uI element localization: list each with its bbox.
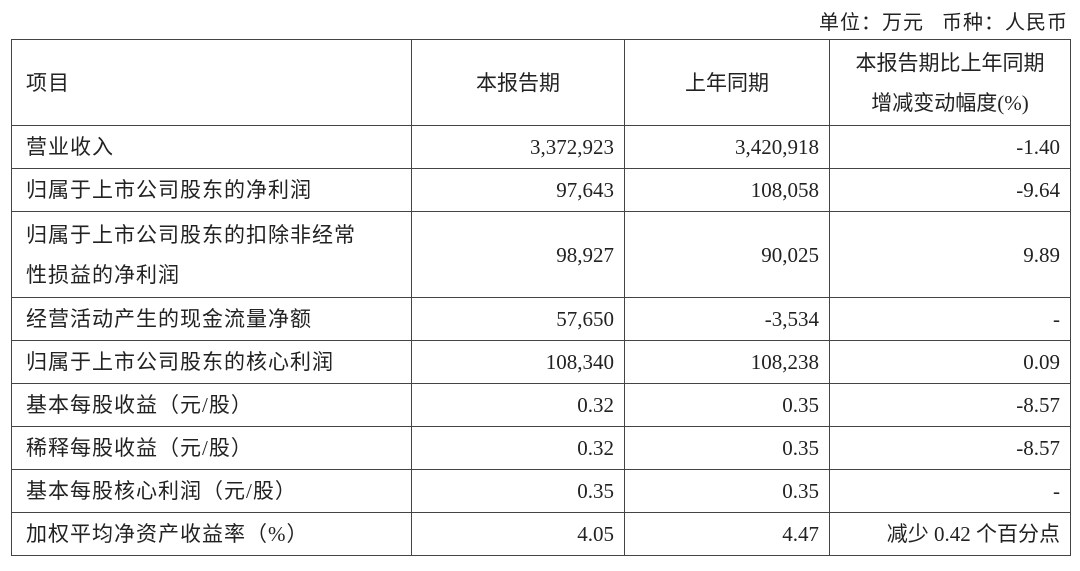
table-row: 加权平均净资产收益率（%） 4.05 4.47 减少 0.42 个百分点 <box>11 512 1071 556</box>
header-change-line2: 增减变动幅度(%) <box>871 90 1029 115</box>
table-header-row: 项目 本报告期 上年同期 本报告期比上年同期 增减变动幅度(%) <box>11 39 1071 126</box>
row-item-line1: 归属于上市公司股东的扣除非经常 <box>26 222 356 247</box>
row-change: -8.57 <box>829 383 1071 427</box>
row-change: - <box>829 469 1071 513</box>
row-prior: 4.47 <box>624 512 830 556</box>
row-change: -8.57 <box>829 426 1071 470</box>
row-prior: 108,058 <box>624 168 830 212</box>
header-change-line1: 本报告期比上年同期 <box>855 50 1045 75</box>
row-current: 57,650 <box>411 297 625 341</box>
row-item: 归属于上市公司股东的净利润 <box>11 168 412 212</box>
table-row: 归属于上市公司股东的扣除非经常 性损益的净利润 98,927 90,025 9.89 <box>11 211 1071 298</box>
row-item: 加权平均净资产收益率（%） <box>11 512 412 556</box>
row-change: -1.40 <box>829 125 1071 169</box>
row-change: 0.09 <box>829 340 1071 384</box>
row-current: 3,372,923 <box>411 125 625 169</box>
row-current: 0.32 <box>411 383 625 427</box>
financial-summary-table: 项目 本报告期 上年同期 本报告期比上年同期 增减变动幅度(%) 营业收入 3,37… <box>11 39 1071 556</box>
row-item: 基本每股收益（元/股） <box>11 383 412 427</box>
table-row: 基本每股收益（元/股） 0.32 0.35 -8.57 <box>11 383 1071 427</box>
row-item-line2: 性损益的净利润 <box>26 262 180 287</box>
row-current: 4.05 <box>411 512 625 556</box>
unit-note: 单位：万元 币种：人民币 <box>801 6 1068 35</box>
header-prior: 上年同期 <box>624 39 830 126</box>
row-current: 97,643 <box>411 168 625 212</box>
header-current: 本报告期 <box>411 39 625 126</box>
row-change: - <box>829 297 1071 341</box>
row-item: 归属于上市公司股东的扣除非经常 性损益的净利润 <box>11 211 412 298</box>
row-current: 108,340 <box>411 340 625 384</box>
row-prior: 3,420,918 <box>624 125 830 169</box>
row-change: 9.89 <box>829 211 1071 298</box>
table-row: 基本每股核心利润（元/股） 0.35 0.35- <box>11 469 1071 513</box>
row-prior: 0.35 <box>624 469 830 513</box>
table-row: 稀释每股收益（元/股） 0.32 0.35 -8.57 <box>11 426 1071 470</box>
row-current: 0.35 <box>411 469 625 513</box>
row-current: 98,927 <box>411 211 625 298</box>
table-row: 经营活动产生的现金流量净额 57,650 -3,534- <box>11 297 1071 341</box>
table-row: 归属于上市公司股东的核心利润 108,340 108,238 0.09 <box>11 340 1071 384</box>
row-prior: 90,025 <box>624 211 830 298</box>
header-change: 本报告期比上年同期 增减变动幅度(%) <box>829 39 1071 126</box>
row-item: 经营活动产生的现金流量净额 <box>11 297 412 341</box>
header-item: 项目 <box>11 39 412 126</box>
row-change: -9.64 <box>829 168 1071 212</box>
row-prior: 0.35 <box>624 426 830 470</box>
row-item: 营业收入 <box>11 125 412 169</box>
unit-label: 单位：万元 <box>819 12 924 34</box>
table-row: 营业收入 3,372,923 3,420,918 -1.40 <box>11 125 1071 169</box>
row-item: 归属于上市公司股东的核心利润 <box>11 340 412 384</box>
row-prior: 108,238 <box>624 340 830 384</box>
row-prior: 0.35 <box>624 383 830 427</box>
row-item: 稀释每股收益（元/股） <box>11 426 412 470</box>
row-current: 0.32 <box>411 426 625 470</box>
row-item: 基本每股核心利润（元/股） <box>11 469 412 513</box>
row-change: 减少 0.42 个百分点 <box>829 512 1071 556</box>
row-prior: -3,534 <box>624 297 830 341</box>
currency-label: 币种：人民币 <box>942 12 1068 34</box>
table-row: 归属于上市公司股东的净利润 97,643 108,058 -9.64 <box>11 168 1071 212</box>
